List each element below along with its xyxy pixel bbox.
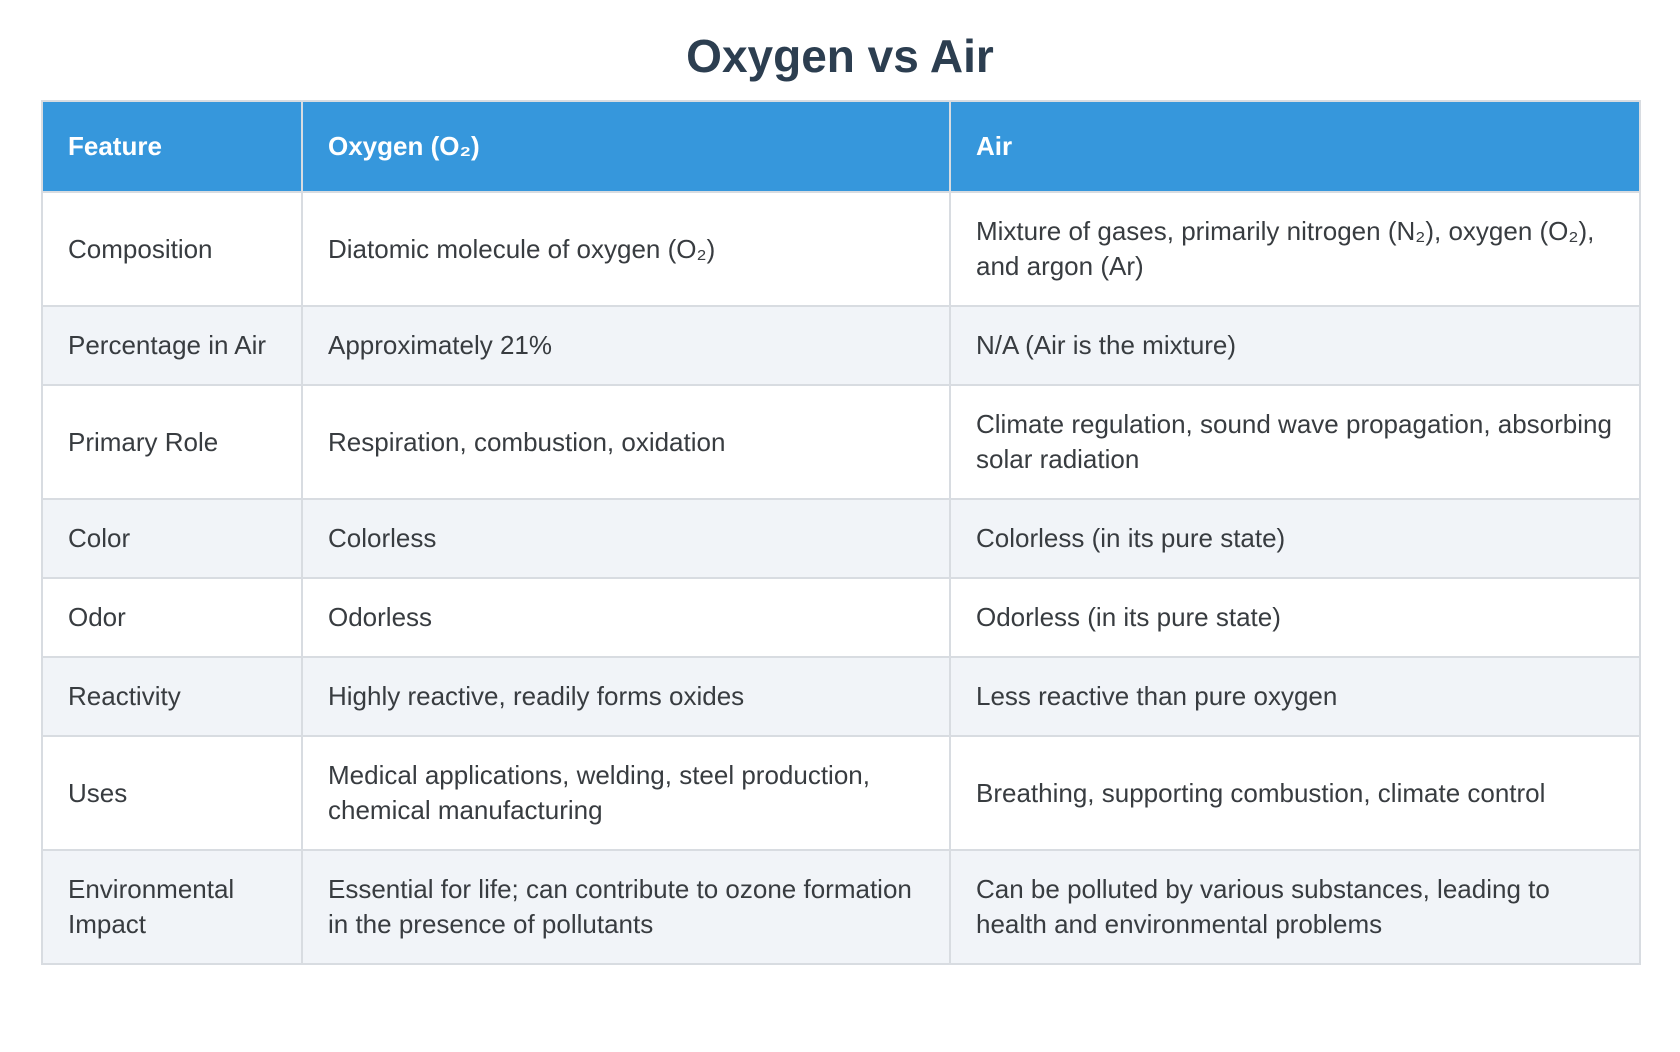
air-cell: Climate regulation, sound wave propagati…	[949, 384, 1641, 500]
air-cell: Breathing, supporting combustion, climat…	[949, 735, 1641, 851]
feature-cell: Environmental Impact	[41, 849, 303, 965]
feature-cell: Odor	[41, 577, 303, 658]
table-row: Environmental Impact Essential for life;…	[41, 849, 1641, 965]
feature-cell: Reactivity	[41, 656, 303, 737]
feature-cell: Composition	[41, 191, 303, 307]
table-header: Feature Oxygen (O₂) Air	[41, 100, 1641, 193]
comparison-table: Feature Oxygen (O₂) Air Composition Diat…	[41, 100, 1641, 965]
oxygen-cell: Diatomic molecule of oxygen (O₂)	[301, 191, 951, 307]
air-cell: Less reactive than pure oxygen	[949, 656, 1641, 737]
table-row: Uses Medical applications, welding, stee…	[41, 735, 1641, 851]
oxygen-cell: Odorless	[301, 577, 951, 658]
feature-cell: Percentage in Air	[41, 305, 303, 386]
feature-cell: Primary Role	[41, 384, 303, 500]
table-row: Color Colorless Colorless (in its pure s…	[41, 498, 1641, 579]
oxygen-cell: Highly reactive, readily forms oxides	[301, 656, 951, 737]
page: Oxygen vs Air Feature Oxygen (O₂) Air Co…	[0, 30, 1680, 965]
feature-cell: Color	[41, 498, 303, 579]
column-header-oxygen: Oxygen (O₂)	[301, 100, 951, 193]
header-row: Feature Oxygen (O₂) Air	[41, 100, 1641, 193]
table-row: Reactivity Highly reactive, readily form…	[41, 656, 1641, 737]
page-title: Oxygen vs Air	[686, 30, 994, 82]
table-row: Odor Odorless Odorless (in its pure stat…	[41, 577, 1641, 658]
table-body: Composition Diatomic molecule of oxygen …	[41, 191, 1641, 965]
column-header-feature: Feature	[41, 100, 303, 193]
table-row: Percentage in Air Approximately 21% N/A …	[41, 305, 1641, 386]
air-cell: Can be polluted by various substances, l…	[949, 849, 1641, 965]
oxygen-cell: Essential for life; can contribute to oz…	[301, 849, 951, 965]
table-row: Primary Role Respiration, combustion, ox…	[41, 384, 1641, 500]
air-cell: Colorless (in its pure state)	[949, 498, 1641, 579]
oxygen-cell: Colorless	[301, 498, 951, 579]
air-cell: N/A (Air is the mixture)	[949, 305, 1641, 386]
column-header-air: Air	[949, 100, 1641, 193]
feature-cell: Uses	[41, 735, 303, 851]
oxygen-cell: Respiration, combustion, oxidation	[301, 384, 951, 500]
table-row: Composition Diatomic molecule of oxygen …	[41, 191, 1641, 307]
oxygen-cell: Approximately 21%	[301, 305, 951, 386]
oxygen-cell: Medical applications, welding, steel pro…	[301, 735, 951, 851]
air-cell: Odorless (in its pure state)	[949, 577, 1641, 658]
air-cell: Mixture of gases, primarily nitrogen (N₂…	[949, 191, 1641, 307]
